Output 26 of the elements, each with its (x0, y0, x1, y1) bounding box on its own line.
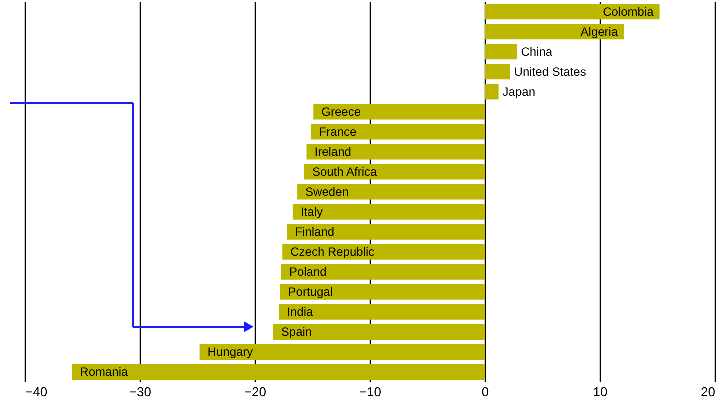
y-tick-label: China (521, 44, 553, 59)
x-tick-label: 0 (482, 384, 490, 400)
x-tick-label: −30 (129, 384, 152, 400)
y-tick-label: France (319, 124, 358, 139)
y-tick-label: Spain (281, 325, 312, 340)
y-tick-label: Romania (80, 365, 128, 380)
x-tick-label: 20 (701, 384, 716, 400)
y-tick-label: South Africa (312, 164, 378, 179)
y-tick-label: Italy (300, 205, 323, 220)
y-tick-label: Czech Republic (290, 245, 375, 260)
y-tick-label: Algeria (580, 24, 618, 39)
x-tick-label: 10 (593, 384, 608, 400)
y-tick-label: Hungary (208, 345, 254, 360)
y-tick-label: Ireland (314, 144, 352, 159)
y-tick-label: India (287, 305, 314, 320)
x-tick-label: −40 (26, 384, 48, 400)
y-tick-label: Colombia (603, 4, 654, 19)
y-tick-label: Greece (322, 104, 362, 119)
x-tick-label: −10 (359, 384, 382, 400)
y-tick-label: Finland (295, 225, 335, 240)
y-tick-label: Sweden (306, 185, 349, 199)
y-tick-label: Japan (502, 84, 536, 99)
y-tick-label: United States (514, 64, 586, 79)
x-tick-label: −20 (244, 384, 267, 400)
y-tick-label: Portugal (288, 285, 334, 300)
y-tick-label: Poland (289, 265, 327, 280)
